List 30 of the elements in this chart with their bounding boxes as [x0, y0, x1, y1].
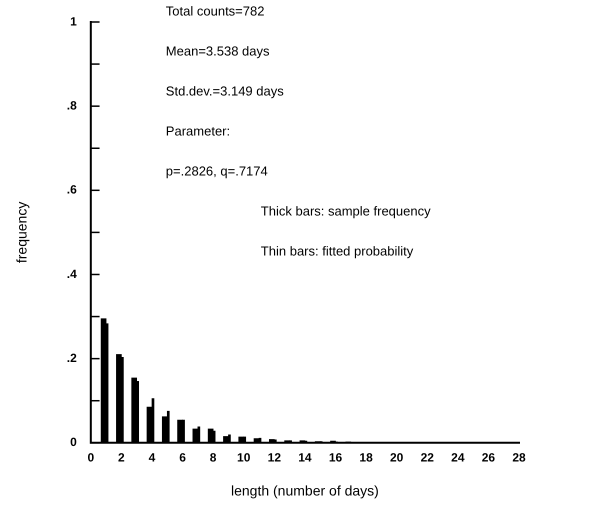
x-tick-label: 26 [482, 450, 496, 464]
annotation: p=.2826, q=.7174 [166, 164, 268, 179]
x-tick-label: 28 [512, 450, 526, 464]
y-tick-label: .8 [66, 98, 78, 112]
text: Total counts=782 [166, 4, 264, 19]
y-tick-label: .4 [66, 266, 78, 281]
x-axis-title: length (number of days) [230, 482, 379, 498]
y-tick-label: 0 [70, 435, 78, 450]
x-tick-label: 16 [328, 450, 342, 464]
x-tick-label: 20 [390, 450, 404, 464]
x-tick-label: 0 [87, 450, 94, 464]
x-tick-label: 24 [451, 450, 465, 464]
annotation: Mean=3.538 days [166, 44, 270, 59]
x-tick-label: 6 [179, 450, 186, 464]
annotation: Thick bars: sample frequency [260, 204, 432, 219]
y-tick-label: 1 [70, 14, 78, 28]
y-tick-label: .6 [66, 182, 78, 197]
x-tick-label: 8 [210, 450, 217, 464]
x-tick-label: 12 [268, 450, 282, 464]
x-tick-label: 4 [148, 450, 156, 464]
x-tick-label: 14 [298, 450, 312, 464]
y-tick-label: .2 [66, 350, 78, 365]
annotation: Thin bars: fitted probability [260, 244, 414, 259]
y-axis-title: frequency [13, 202, 30, 264]
x-tick-label: 2 [118, 450, 126, 464]
x-tick-label: 22 [420, 450, 434, 464]
annotation: Std.dev.=3.149 days [166, 84, 284, 99]
annotation: Parameter: [166, 124, 230, 139]
x-tick-label: 10 [237, 450, 251, 464]
x-tick-label: 18 [359, 450, 374, 464]
